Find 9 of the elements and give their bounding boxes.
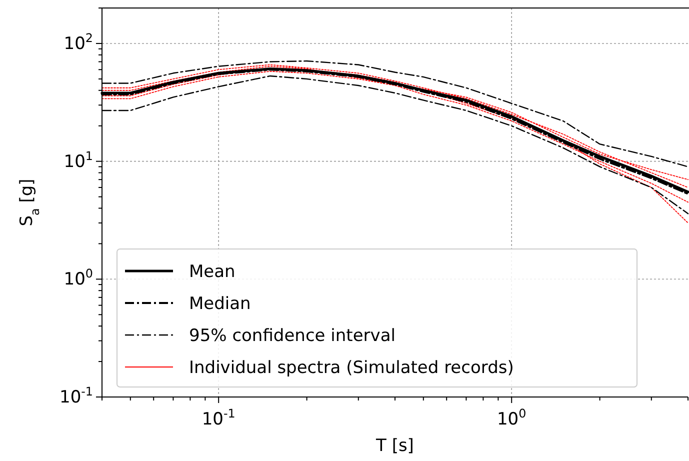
- x-axis-title: T [s]: [375, 436, 414, 456]
- legend-label: Mean: [189, 262, 236, 282]
- y-tick-label: 10$^{-1}$: [60, 384, 93, 408]
- legend-label: Individual spectra (Simulated records): [189, 358, 514, 378]
- y-tick-label: 10$^{1}$: [64, 148, 93, 172]
- legend-label: Median: [189, 294, 251, 314]
- legend-label: 95% confidence interval: [189, 326, 396, 346]
- y-tick-label: 10$^{0}$: [64, 266, 93, 290]
- y-tick-label: 10$^{2}$: [64, 30, 93, 54]
